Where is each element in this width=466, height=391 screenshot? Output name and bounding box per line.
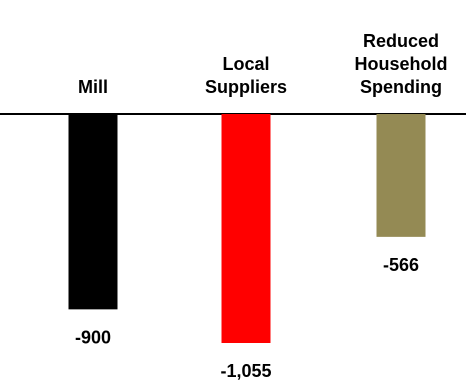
value-label-3: -566 [383, 255, 419, 275]
category-label-line: Suppliers [205, 77, 287, 97]
category-label-2: Local Suppliers [205, 54, 287, 97]
bar-2 [221, 114, 271, 343]
bar-1 [68, 114, 118, 310]
category-label-line: Spending [360, 77, 442, 97]
value-label-1: -900 [75, 327, 111, 347]
category-label-1: Mill [78, 77, 108, 97]
category-label-line: Mill [78, 77, 108, 97]
category-label-3: Reduced Household Spending [355, 31, 448, 97]
category-label-line: Local [222, 54, 269, 74]
category-label-line: Reduced [363, 31, 439, 51]
bar-3 [376, 114, 426, 237]
value-label-2: -1,055 [220, 361, 271, 381]
category-label-line: Household [355, 54, 448, 74]
